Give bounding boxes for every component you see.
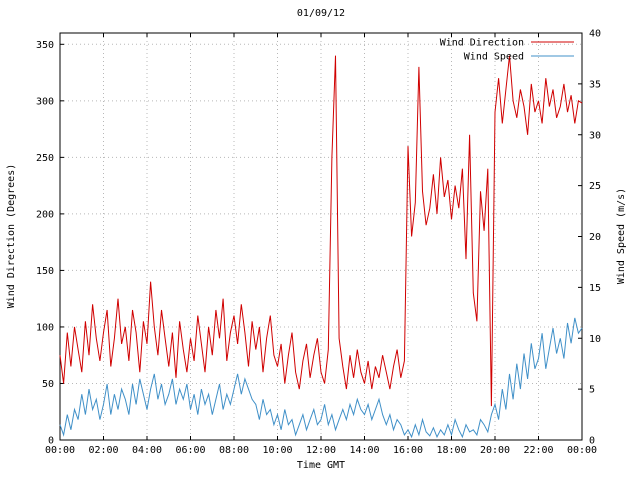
y-left-tick-label: 350 [36,40,54,51]
x-tick-label: 14:00 [349,445,379,456]
legend-label: Wind Speed [464,52,524,63]
y-left-tick-label: 200 [36,209,54,220]
legend: Wind Direction Wind Speed [440,38,574,63]
x-tick-label: 00:00 [45,445,75,456]
y-right-tick-label: 25 [589,181,601,192]
gridlines [60,33,582,440]
x-tick-label: 10:00 [262,445,292,456]
x-tick-label: 12:00 [306,445,336,456]
y-right-tick-label: 0 [589,436,595,447]
y-left-tick-label: 150 [36,266,54,277]
x-tick-label: 08:00 [219,445,249,456]
x-tick-label: 06:00 [175,445,205,456]
y-right-tick-label: 40 [589,29,601,40]
y-left-tick-label: 100 [36,322,54,333]
x-tick-label: 22:00 [523,445,553,456]
chart-title: 01/09/12 [297,8,345,19]
x-tick-label: 16:00 [393,445,423,456]
legend-label: Wind Direction [440,38,524,49]
y-left-tick-label: 0 [48,436,54,447]
y-left-tick-label: 300 [36,96,54,107]
y-left-tick-label: 50 [42,379,54,390]
x-tick-label: 00:00 [567,445,597,456]
y-right-tick-label: 5 [589,385,595,396]
x-tick-label: 20:00 [480,445,510,456]
y-right-tick-label: 30 [589,130,601,141]
axis-tick-labels: 00:00 02:00 04:00 06:00 08:00 10:00 12:00 14:00… [36,29,601,457]
y-right-tick-label: 35 [589,79,601,90]
x-tick-label: 02:00 [88,445,118,456]
axis-ticks [59,32,583,441]
x-axis-label: Time GMT [297,460,345,471]
x-tick-label: 18:00 [436,445,466,456]
y-right-axis-label: Wind Speed (m/s) [616,188,627,284]
y-left-tick-label: 250 [36,153,54,164]
y-left-axis-label: Wind Direction (Degrees) [6,164,17,309]
wind-speed-series-line [59,317,583,439]
y-right-tick-label: 10 [589,334,601,345]
y-right-tick-label: 20 [589,232,601,243]
wind-direction-series-line [59,55,583,407]
x-tick-label: 04:00 [132,445,162,456]
plot-border [59,32,583,441]
y-right-tick-label: 15 [589,283,601,294]
